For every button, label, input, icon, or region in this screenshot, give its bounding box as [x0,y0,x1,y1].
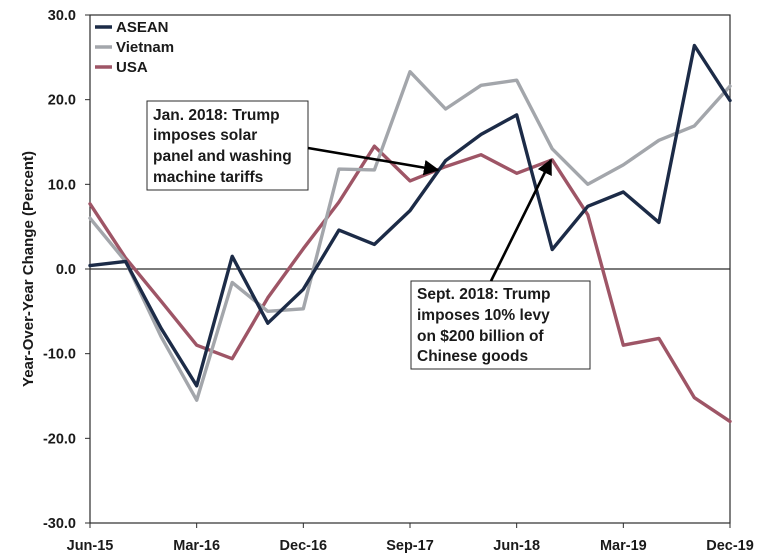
series-line-vietnam [88,69,732,402]
y-tick-label: 0.0 [56,262,76,278]
y-tick-label: 10.0 [48,177,76,193]
x-tick-label: Dec-19 [706,538,754,554]
x-tick-label: Mar-16 [173,538,220,554]
y-tick-label: -30.0 [43,516,76,532]
annotation-line: Sept. 2018: Trump [417,286,551,303]
series-line-usa [88,144,732,424]
annotation-line: machine tariffs [153,169,263,186]
x-tick-label: Jun-18 [493,538,540,554]
y-axis: 30.0 20.0 10.0 0.0 -10.0 -20.0 -30.0 [43,8,90,532]
y-axis-title: Year-Over-Year Change (Percent) [20,151,37,387]
legend: ASEAN Vietnam USA [95,19,174,76]
y-tick-label: -20.0 [43,431,76,447]
annotation-line: panel and washing [153,148,292,165]
y-tick-label: 20.0 [48,93,76,109]
x-axis: Jun-15 Mar-16 Dec-16 Sep-17 Jun-18 Mar-19 Dec-… [67,523,754,554]
annotation-line: Jan. 2018: Trump [153,107,280,124]
series-line-asean [88,43,732,388]
legend-label-usa: USA [116,59,148,76]
y-tick-label: -10.0 [43,347,76,363]
y-tick-label: 30.0 [48,8,76,24]
annotation-line: imposes solar [153,127,257,144]
legend-label-vietnam: Vietnam [116,39,174,56]
annotation-line: imposes 10% levy [417,307,550,324]
x-tick-label: Jun-15 [67,538,114,554]
series-layer [88,43,732,424]
legend-label-asean: ASEAN [116,19,169,36]
annotation-china-levy: Sept. 2018: Trump imposes 10% levy on $2… [410,280,591,370]
x-tick-label: Mar-19 [600,538,647,554]
x-tick-label: Dec-16 [280,538,328,554]
annotation-arrow-solar [307,146,440,176]
annotation-line: Chinese goods [417,348,528,365]
annotation-line: on $200 billion of [417,328,544,345]
annotation-box [146,100,309,191]
annotation-solar-tariffs: Jan. 2018: Trump imposes solar panel and… [146,100,309,191]
x-tick-label: Sep-17 [386,538,434,554]
annotation-arrow-levy [489,158,553,282]
annotation-box [410,280,591,370]
